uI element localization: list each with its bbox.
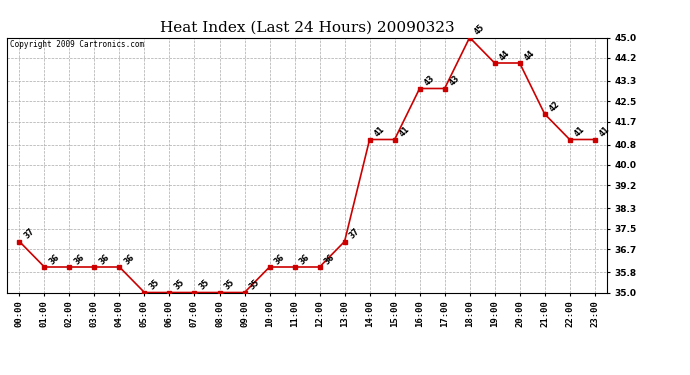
Text: 37: 37	[22, 227, 36, 241]
Text: 42: 42	[547, 99, 561, 113]
Text: 35: 35	[197, 278, 211, 292]
Text: 41: 41	[573, 125, 586, 139]
Text: 35: 35	[147, 278, 161, 292]
Title: Heat Index (Last 24 Hours) 20090323: Heat Index (Last 24 Hours) 20090323	[160, 21, 454, 35]
Text: 36: 36	[273, 252, 286, 266]
Text: 35: 35	[172, 278, 186, 292]
Text: 44: 44	[497, 48, 511, 62]
Text: 41: 41	[373, 125, 386, 139]
Text: 43: 43	[422, 74, 436, 88]
Text: 41: 41	[397, 125, 411, 139]
Text: 36: 36	[122, 252, 136, 266]
Text: 35: 35	[222, 278, 236, 292]
Text: 45: 45	[473, 23, 486, 37]
Text: 37: 37	[347, 227, 362, 241]
Text: 36: 36	[322, 252, 336, 266]
Text: 44: 44	[522, 48, 536, 62]
Text: 36: 36	[47, 252, 61, 266]
Text: 36: 36	[97, 252, 111, 266]
Text: 41: 41	[598, 125, 611, 139]
Text: 43: 43	[447, 74, 461, 88]
Text: 36: 36	[72, 252, 86, 266]
Text: Copyright 2009 Cartronics.com: Copyright 2009 Cartronics.com	[10, 40, 144, 49]
Text: 35: 35	[247, 278, 261, 292]
Text: 36: 36	[297, 252, 311, 266]
